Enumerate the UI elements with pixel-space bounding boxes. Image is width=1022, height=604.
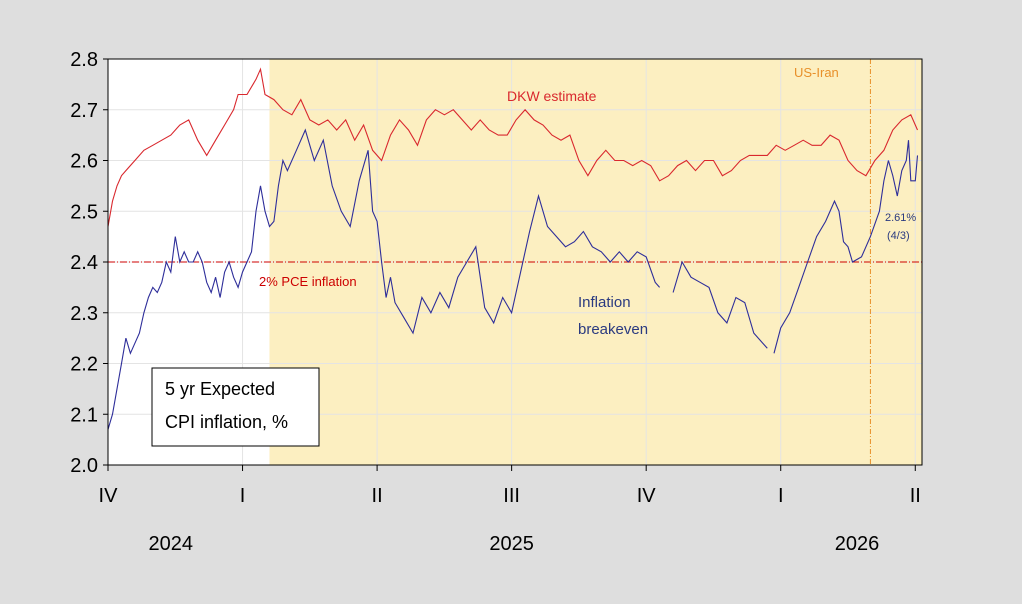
year-label: 2026 [835,533,880,555]
y-tick-label: 2.8 [70,49,98,71]
dkw-estimate-line [107,67,919,227]
us-iran-event-label: US-Iran [794,65,839,80]
breakeven-label-line-1: Inflation [578,294,631,311]
chart-title-line-2: CPI inflation, % [165,412,288,432]
year-label: 2025 [489,533,534,555]
y-tick-label: 2.1 [70,404,98,426]
x-tick-label: I [778,485,784,507]
breakeven-segment [672,260,768,349]
title-box-frame [151,367,320,447]
year-labels: 2024 2025 2026 [149,533,880,555]
chart-title-line-1: 5 yr Expected [165,379,275,399]
y-tick-label: 2.4 [70,252,98,274]
y-tick-label: 2.2 [70,354,98,376]
x-tick-label: IV [637,485,657,507]
chart-title-box: 5 yr Expected CPI inflation, % [151,367,320,447]
breakeven-segment [107,128,661,430]
pce-reference-label: 2% PCE inflation [259,274,357,289]
y-axis: 2.0 2.1 2.2 2.3 2.4 2.5 2.6 2.7 2.8 [70,49,108,477]
y-tick-label: 2.5 [70,201,98,223]
x-axis: IV I II III IV I II [99,465,921,507]
y-tick-label: 2.0 [70,455,98,477]
x-tick-label: I [240,485,246,507]
last-date-label: (4/3) [887,230,910,242]
x-tick-label: II [372,485,383,507]
breakeven-segment [773,140,919,354]
year-label: 2024 [149,533,194,555]
y-tick-label: 2.3 [70,303,98,325]
x-tick-label: II [910,485,921,507]
y-tick-label: 2.7 [70,100,98,122]
breakeven-label-line-2: breakeven [578,321,648,338]
last-value-label: 2.61% [885,212,916,224]
inflation-breakeven-line [107,128,919,430]
x-tick-label: IV [99,485,119,507]
y-tick-label: 2.6 [70,151,98,173]
dkw-estimate-label: DKW estimate [507,88,597,104]
x-tick-label: III [503,485,520,507]
